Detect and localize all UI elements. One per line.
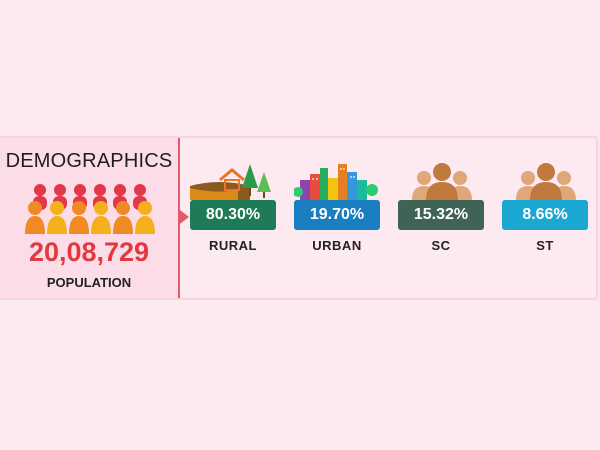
divider — [178, 138, 180, 298]
rural-landscape-icon — [190, 164, 271, 200]
stat-sc: 15.32% SC — [398, 158, 486, 258]
city-buildings-icon — [294, 164, 378, 200]
demographics-card: DEMOGRAPHICS 20,08,729 POPULAT — [0, 136, 598, 300]
stat-label: SC — [431, 238, 451, 253]
stat-rural: 80.30% RURAL — [190, 158, 278, 258]
pointer-arrow-icon — [180, 210, 189, 224]
people-group-icon — [516, 163, 576, 200]
stat-label: RURAL — [209, 238, 257, 253]
population-value: 20,08,729 — [28, 237, 150, 267]
stat-value-badge: 8.66% — [502, 200, 588, 230]
stat-label: URBAN — [312, 238, 362, 253]
stat-label: ST — [536, 238, 554, 253]
stat-value-badge: 19.70% — [294, 200, 380, 230]
people-group-icon — [412, 163, 472, 200]
population-panel: DEMOGRAPHICS 20,08,729 POPULAT — [0, 138, 178, 298]
stat-st: 8.66% ST — [502, 158, 590, 258]
section-title: DEMOGRAPHICS — [5, 150, 173, 172]
people-group-icon — [25, 184, 155, 234]
stat-value-badge: 80.30% — [190, 200, 276, 230]
stat-value-badge: 15.32% — [398, 200, 484, 230]
population-label: POPULATION — [46, 275, 132, 290]
stat-urban: 19.70% URBAN — [294, 158, 382, 258]
